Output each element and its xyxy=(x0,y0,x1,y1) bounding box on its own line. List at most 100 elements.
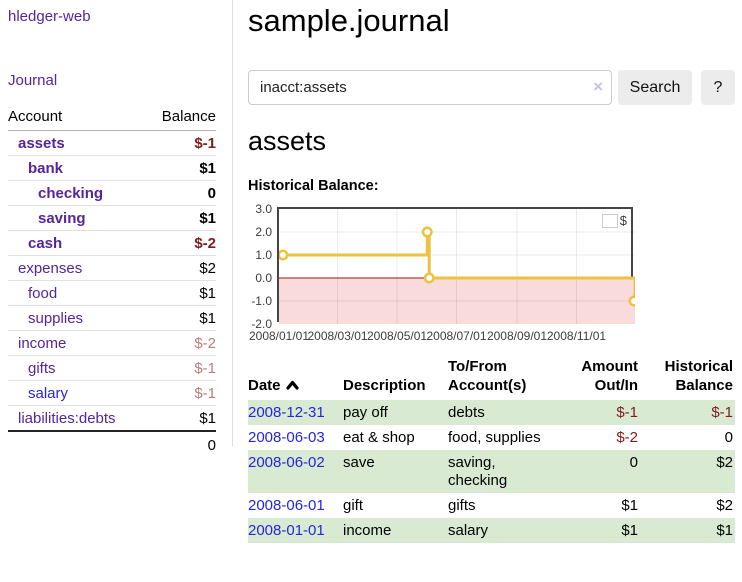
date-column-header[interactable]: Date xyxy=(248,357,343,400)
account-row: gifts $-1 xyxy=(8,355,216,381)
transaction-accounts: debts xyxy=(448,404,485,421)
account-column-header: Account xyxy=(8,108,63,125)
chart-canvas xyxy=(279,209,635,324)
app-brand-link[interactable]: hledger-web xyxy=(8,8,91,25)
chart-legend: $ xyxy=(601,213,627,228)
register-row: 2008-06-03 eat & shop food, supplies $-2 0 xyxy=(248,425,735,450)
transaction-amount: $1 xyxy=(621,497,638,514)
x-axis-tick-label: 2008/05/01 xyxy=(366,329,428,343)
transaction-accounts: salary xyxy=(448,522,489,539)
register-row: 2008-01-01 income salary $1 $1 xyxy=(248,518,735,543)
account-link[interactable]: income xyxy=(18,335,67,352)
account-rows: assets $-1 bank $1 checking 0 saving $1 cash $-2 e… xyxy=(8,131,216,432)
register-table: Date Description To/From Account(s) Amou… xyxy=(248,357,735,543)
account-link[interactable]: gifts xyxy=(28,360,56,377)
transaction-amount: 0 xyxy=(629,454,638,471)
legend-swatch-icon xyxy=(601,213,618,228)
transaction-date-link[interactable]: 2008-06-01 xyxy=(248,497,325,514)
account-balance: 0 xyxy=(207,185,216,202)
account-row: expenses $2 xyxy=(8,255,216,281)
register-row: 2008-06-01 gift gifts $1 $2 xyxy=(248,493,735,518)
account-table: Account Balance assets $-1 bank $1 checking 0… xyxy=(8,104,216,459)
legend-label: $ xyxy=(619,213,627,228)
account-row: income $-2 xyxy=(8,330,216,356)
account-balance: $1 xyxy=(199,285,216,302)
page-title: sample.journal xyxy=(248,3,450,38)
account-total-value: 0 xyxy=(207,437,216,454)
balance-column-header-register: Historical Balance xyxy=(664,358,733,394)
transaction-description: save xyxy=(343,454,375,471)
x-axis-tick-label: 2008/01/01 xyxy=(248,329,310,343)
sidebar: hledger-web Journal Account Balance asse… xyxy=(0,0,233,454)
account-link[interactable]: food xyxy=(28,285,58,302)
y-axis-tick-label: 3.0 xyxy=(255,202,272,216)
search-form: × Search ? xyxy=(248,70,742,105)
transaction-date-link[interactable]: 2008-01-01 xyxy=(248,522,325,539)
account-row: bank $1 xyxy=(8,155,216,181)
search-button[interactable]: Search xyxy=(618,70,692,105)
transaction-description: eat & shop xyxy=(343,429,415,446)
x-axis-tick-label: 2008/03/01 xyxy=(307,329,368,343)
account-balance: $-2 xyxy=(194,235,216,252)
accounts-column-header: To/From Account(s) xyxy=(448,358,527,394)
y-axis-tick-label: 0.0 xyxy=(255,271,272,285)
account-row: checking 0 xyxy=(8,180,216,206)
report-title: assets xyxy=(248,126,327,156)
account-link[interactable]: cash xyxy=(28,235,63,252)
y-axis-tick-label: 2.0 xyxy=(255,225,272,239)
account-link[interactable]: saving xyxy=(38,210,86,227)
transaction-balance: 0 xyxy=(724,429,733,446)
x-axis-tick-label: 2008/11/01 xyxy=(546,329,607,343)
account-link[interactable]: liabilities:debts xyxy=(18,410,116,427)
historical-balance-chart: $ 3.0 2.0 1.0 0.0 -1.0 -2.0 2008/01/01 2008/03/… xyxy=(248,202,742,343)
transaction-date-link[interactable]: 2008-12-31 xyxy=(248,404,325,421)
y-axis-tick-label: -1.0 xyxy=(251,294,272,308)
transaction-balance: $2 xyxy=(716,454,733,471)
account-row: supplies $1 xyxy=(8,305,216,331)
account-link[interactable]: assets xyxy=(18,135,65,152)
transaction-description: income xyxy=(343,522,392,539)
account-balance: $1 xyxy=(199,410,216,427)
account-row: food $1 xyxy=(8,280,216,306)
account-link[interactable]: checking xyxy=(38,185,104,202)
account-table-header: Account Balance xyxy=(8,104,216,131)
transaction-accounts: saving, checking xyxy=(448,454,508,489)
chart-heading: Historical Balance: xyxy=(248,178,379,194)
description-column-header: Description xyxy=(343,377,426,394)
search-input[interactable] xyxy=(248,70,612,105)
transaction-amount: $-1 xyxy=(616,404,638,421)
transaction-amount: $1 xyxy=(621,522,638,539)
transaction-date-link[interactable]: 2008-06-02 xyxy=(248,454,325,471)
x-axis-tick-label: 2008/09/01 xyxy=(486,329,547,343)
account-link[interactable]: salary xyxy=(28,385,69,402)
account-link[interactable]: expenses xyxy=(18,260,83,277)
register-row: 2008-12-31 pay off debts $-1 $-1 xyxy=(248,400,735,425)
amount-column-header: Amount Out/In xyxy=(581,358,638,394)
account-link[interactable]: supplies xyxy=(28,310,84,327)
register-row: 2008-06-02 save saving, checking 0 $2 xyxy=(248,450,735,493)
sort-ascending-icon xyxy=(285,380,299,390)
account-balance: $1 xyxy=(199,210,216,227)
transaction-accounts: gifts xyxy=(448,497,476,514)
register-header-row: Date Description To/From Account(s) Amou… xyxy=(248,357,735,400)
account-balance: $1 xyxy=(199,310,216,327)
chart-plot-area: $ xyxy=(277,207,635,324)
help-button[interactable]: ? xyxy=(701,70,735,105)
account-row: assets $-1 xyxy=(8,131,216,156)
account-balance: $-2 xyxy=(194,335,216,352)
account-balance: $2 xyxy=(199,260,216,277)
transaction-accounts: food, supplies xyxy=(448,429,541,446)
sidebar-item-journal[interactable]: Journal xyxy=(8,72,58,89)
account-balance: $1 xyxy=(199,160,216,177)
transaction-balance: $-1 xyxy=(711,404,733,421)
transaction-amount: $-2 xyxy=(616,429,638,446)
account-row: liabilities:debts $1 xyxy=(8,405,216,432)
y-axis-tick-label: -2.0 xyxy=(251,317,272,331)
account-link[interactable]: bank xyxy=(28,160,64,177)
account-row: salary $-1 xyxy=(8,380,216,406)
transaction-date-link[interactable]: 2008-06-03 xyxy=(248,429,325,446)
clear-search-icon[interactable]: × xyxy=(593,77,603,96)
transaction-balance: $1 xyxy=(716,522,733,539)
account-balance: $-1 xyxy=(194,385,216,402)
account-balance: $-1 xyxy=(194,360,216,377)
